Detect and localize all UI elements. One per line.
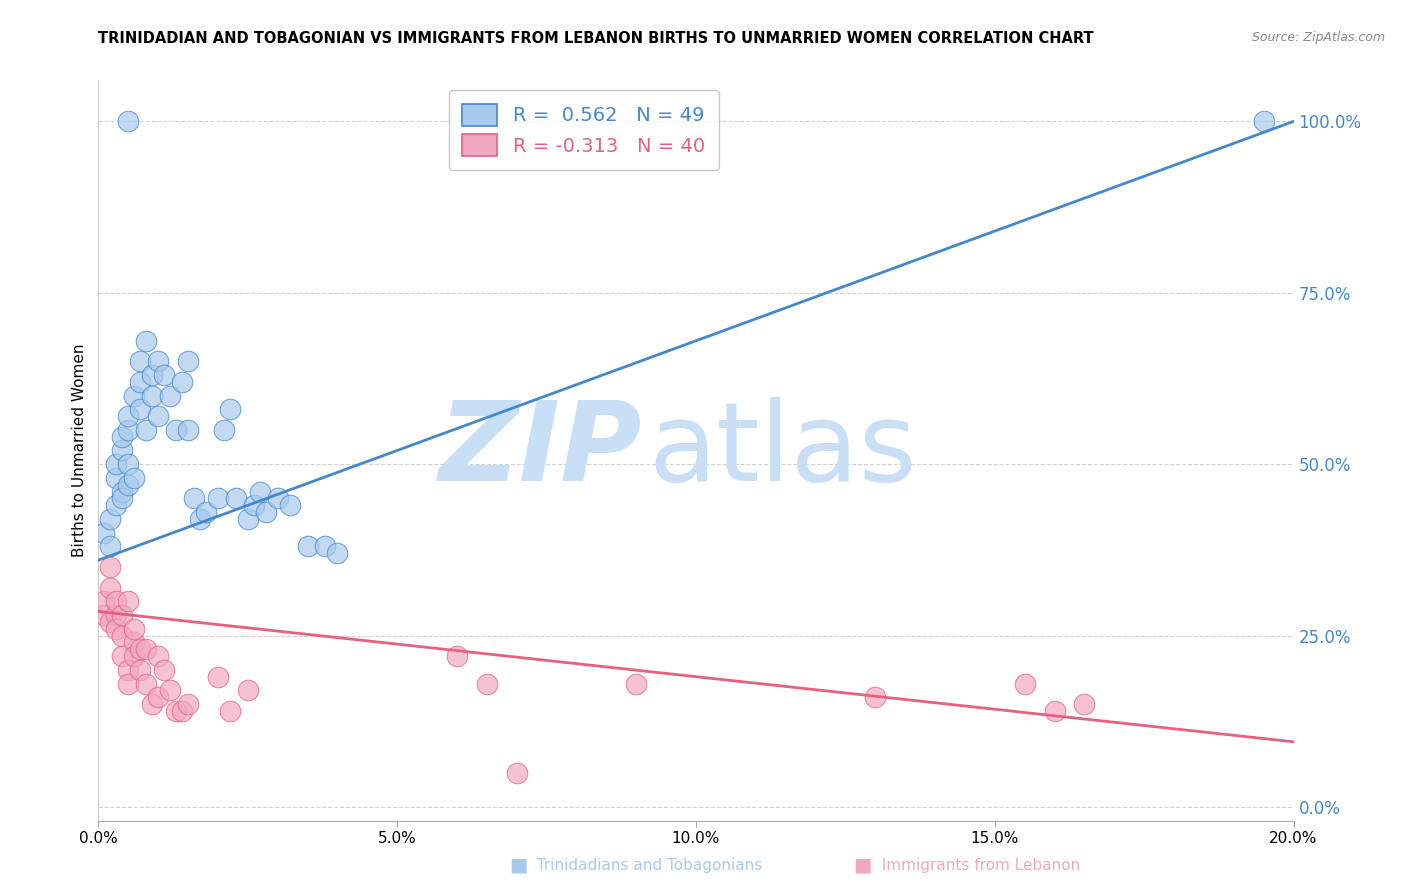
- Point: [219, 704, 242, 718]
- Point: [129, 642, 152, 657]
- Point: [148, 409, 170, 424]
- Point: [141, 389, 163, 403]
- Point: [105, 622, 128, 636]
- Point: [117, 409, 139, 424]
- Point: [111, 430, 134, 444]
- Point: [93, 594, 115, 608]
- Point: [249, 484, 271, 499]
- Point: [165, 423, 187, 437]
- Point: [105, 471, 128, 485]
- Point: [124, 471, 146, 485]
- Point: [93, 607, 115, 622]
- Point: [117, 477, 139, 491]
- Point: [177, 423, 200, 437]
- Point: [117, 423, 139, 437]
- Point: [148, 354, 170, 368]
- Point: [195, 505, 218, 519]
- Point: [165, 704, 187, 718]
- Point: [177, 697, 200, 711]
- Point: [159, 683, 181, 698]
- Point: [177, 354, 200, 368]
- Point: [98, 560, 122, 574]
- Point: [446, 649, 468, 664]
- Point: [148, 690, 170, 705]
- Point: [111, 629, 134, 643]
- Point: [117, 663, 139, 677]
- Point: [626, 676, 648, 690]
- Text: atlas: atlas: [648, 397, 917, 504]
- Point: [236, 683, 259, 698]
- Point: [129, 663, 152, 677]
- Point: [278, 498, 301, 512]
- Point: [117, 594, 139, 608]
- Point: [105, 457, 128, 471]
- Text: ZIP: ZIP: [439, 397, 643, 504]
- Point: [188, 512, 211, 526]
- Point: [129, 375, 152, 389]
- Point: [207, 670, 229, 684]
- Point: [254, 505, 277, 519]
- Point: [98, 540, 122, 554]
- Point: [105, 594, 128, 608]
- Point: [297, 540, 319, 554]
- Point: [129, 402, 152, 417]
- Point: [124, 622, 146, 636]
- Point: [153, 368, 176, 382]
- Point: [225, 491, 247, 506]
- Point: [111, 484, 134, 499]
- Point: [111, 443, 134, 458]
- Text: ■: ■: [509, 855, 527, 875]
- Point: [135, 642, 157, 657]
- Point: [124, 389, 146, 403]
- Point: [117, 457, 139, 471]
- Point: [1014, 676, 1036, 690]
- Point: [93, 525, 115, 540]
- Point: [124, 635, 146, 649]
- Point: [141, 697, 163, 711]
- Point: [117, 676, 139, 690]
- Point: [326, 546, 349, 560]
- Text: Source: ZipAtlas.com: Source: ZipAtlas.com: [1251, 31, 1385, 45]
- Point: [267, 491, 290, 506]
- Point: [243, 498, 266, 512]
- Point: [105, 498, 128, 512]
- Point: [135, 676, 157, 690]
- Text: Trinidadians and Tobagonians: Trinidadians and Tobagonians: [527, 858, 762, 872]
- Text: ■: ■: [853, 855, 872, 875]
- Point: [124, 649, 146, 664]
- Point: [129, 354, 152, 368]
- Point: [475, 676, 498, 690]
- Point: [183, 491, 205, 506]
- Point: [111, 649, 134, 664]
- Text: TRINIDADIAN AND TOBAGONIAN VS IMMIGRANTS FROM LEBANON BIRTHS TO UNMARRIED WOMEN : TRINIDADIAN AND TOBAGONIAN VS IMMIGRANTS…: [98, 31, 1094, 46]
- Point: [98, 581, 122, 595]
- Text: Immigrants from Lebanon: Immigrants from Lebanon: [872, 858, 1080, 872]
- Point: [315, 540, 337, 554]
- Point: [236, 512, 259, 526]
- Point: [135, 334, 157, 348]
- Point: [117, 114, 139, 128]
- Point: [141, 368, 163, 382]
- Point: [148, 649, 170, 664]
- Point: [1043, 704, 1066, 718]
- Point: [172, 704, 194, 718]
- Point: [1073, 697, 1095, 711]
- Point: [1253, 114, 1275, 128]
- Y-axis label: Births to Unmarried Women: Births to Unmarried Women: [72, 343, 87, 558]
- Point: [172, 375, 194, 389]
- Legend: R =  0.562   N = 49, R = -0.313   N = 40: R = 0.562 N = 49, R = -0.313 N = 40: [449, 90, 718, 169]
- Point: [207, 491, 229, 506]
- Point: [212, 423, 235, 437]
- Point: [111, 607, 134, 622]
- Point: [153, 663, 176, 677]
- Point: [111, 491, 134, 506]
- Point: [135, 423, 157, 437]
- Point: [98, 512, 122, 526]
- Point: [98, 615, 122, 629]
- Point: [159, 389, 181, 403]
- Point: [865, 690, 887, 705]
- Point: [219, 402, 242, 417]
- Point: [105, 607, 128, 622]
- Point: [506, 765, 529, 780]
